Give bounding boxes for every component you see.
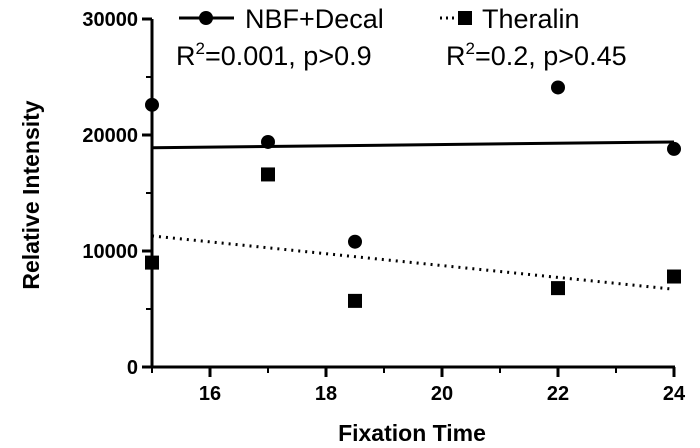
stat-theralin: R2=0.2, p>0.45 <box>446 39 627 71</box>
point-nbf-decal-2 <box>348 234 362 249</box>
y-tick-label-30000: 30000 <box>82 9 138 31</box>
point-nbf-decal-3 <box>551 80 565 95</box>
fit-line-theralin <box>151 234 675 291</box>
point-nbf-decal-1 <box>261 134 275 149</box>
legend-item-theralin: Theralin <box>440 4 580 34</box>
x-tick-label-20: 20 <box>431 383 453 405</box>
x-axis-title: Fixation Time <box>338 420 486 446</box>
legend-item-nbf-decal: NBF+Decal <box>179 4 384 34</box>
legend-marker-nbf-decal <box>199 11 213 25</box>
x-tick-label-22: 22 <box>547 383 569 405</box>
point-theralin-3 <box>551 281 565 296</box>
fit-lines <box>151 140 675 291</box>
point-theralin-0 <box>145 255 159 270</box>
point-theralin-2 <box>348 293 362 308</box>
y-tick-labels: 0 10000 20000 30000 <box>82 9 138 379</box>
y-axis-title: Relative Intensity <box>18 100 44 289</box>
data-points <box>145 80 681 308</box>
x-tick-labels: 16 18 20 22 24 <box>199 383 686 405</box>
point-theralin-1 <box>261 167 275 182</box>
x-tick-label-18: 18 <box>315 383 337 405</box>
point-nbf-decal-4 <box>667 141 681 156</box>
x-tick-label-24: 24 <box>663 383 686 405</box>
stat-nbf-decal: R2=0.001, p>0.9 <box>176 39 372 71</box>
point-nbf-decal-0 <box>145 97 159 112</box>
legend: NBF+Decal Theralin <box>179 4 580 34</box>
legend-label-nbf-decal: NBF+Decal <box>245 4 384 34</box>
axes <box>142 17 676 377</box>
y-tick-label-20000: 20000 <box>82 125 138 147</box>
legend-label-theralin: Theralin <box>482 4 580 34</box>
point-theralin-4 <box>667 269 681 284</box>
y-tick-label-10000: 10000 <box>82 241 138 263</box>
legend-marker-theralin <box>458 11 472 25</box>
x-tick-label-16: 16 <box>199 383 221 405</box>
fit-line-nbf-decal <box>151 140 675 150</box>
y-tick-label-0: 0 <box>127 357 138 379</box>
